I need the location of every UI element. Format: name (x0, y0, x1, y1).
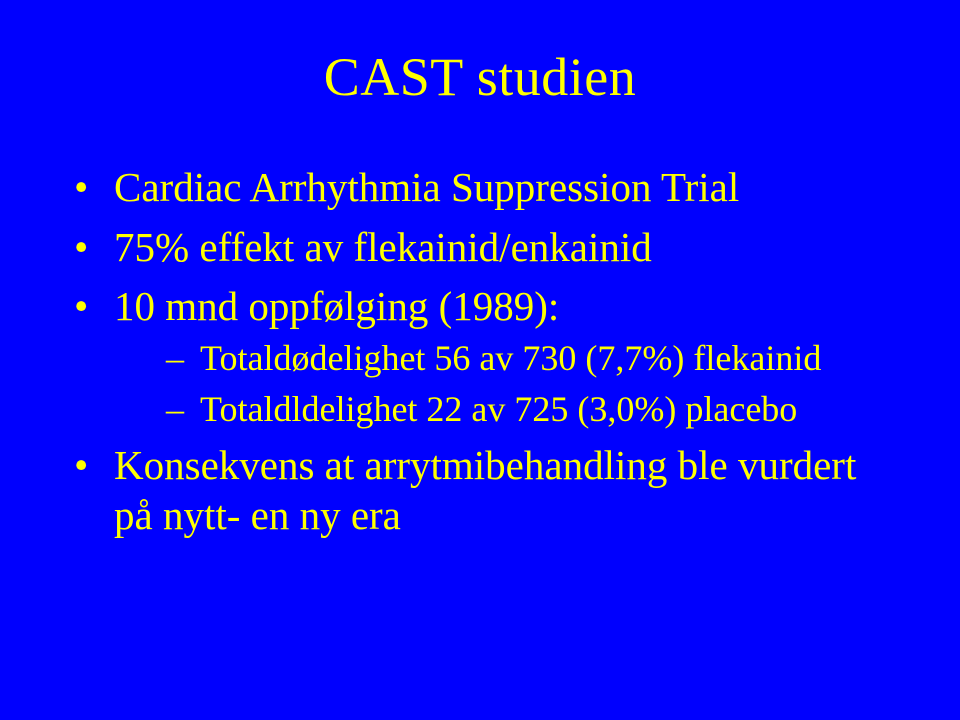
bullet-item: 10 mnd oppfølging (1989): Totaldødelighe… (68, 282, 900, 432)
bullet-item: 75% effekt av flekainid/enkainid (68, 223, 900, 272)
bullet-item: Cardiac Arrhythmia Suppression Trial (68, 163, 900, 212)
bullet-item: Konsekvens at arrytmibehandling ble vurd… (68, 441, 900, 539)
bullet-text: Cardiac Arrhythmia Suppression Trial (114, 164, 739, 210)
slide-body: Cardiac Arrhythmia Suppression Trial 75%… (60, 163, 900, 539)
bullet-text: 10 mnd oppfølging (1989): (114, 283, 559, 329)
bullet-text: 75% effekt av flekainid/enkainid (114, 224, 652, 270)
bullet-text: Konsekvens at arrytmibehandling ble vurd… (114, 442, 856, 537)
sub-bullet-item: Totaldldelighet 22 av 725 (3,0%) placebo (160, 388, 900, 431)
bullet-list-level1: Cardiac Arrhythmia Suppression Trial 75%… (68, 163, 900, 539)
sub-bullet-item: Totaldødelighet 56 av 730 (7,7%) flekain… (160, 337, 900, 380)
bullet-list-level2: Totaldødelighet 56 av 730 (7,7%) flekain… (114, 337, 900, 431)
slide: CAST studien Cardiac Arrhythmia Suppress… (0, 0, 960, 720)
sub-bullet-text: Totaldødelighet 56 av 730 (7,7%) flekain… (200, 338, 821, 378)
slide-title: CAST studien (60, 48, 900, 107)
sub-bullet-text: Totaldldelighet 22 av 725 (3,0%) placebo (200, 389, 797, 429)
